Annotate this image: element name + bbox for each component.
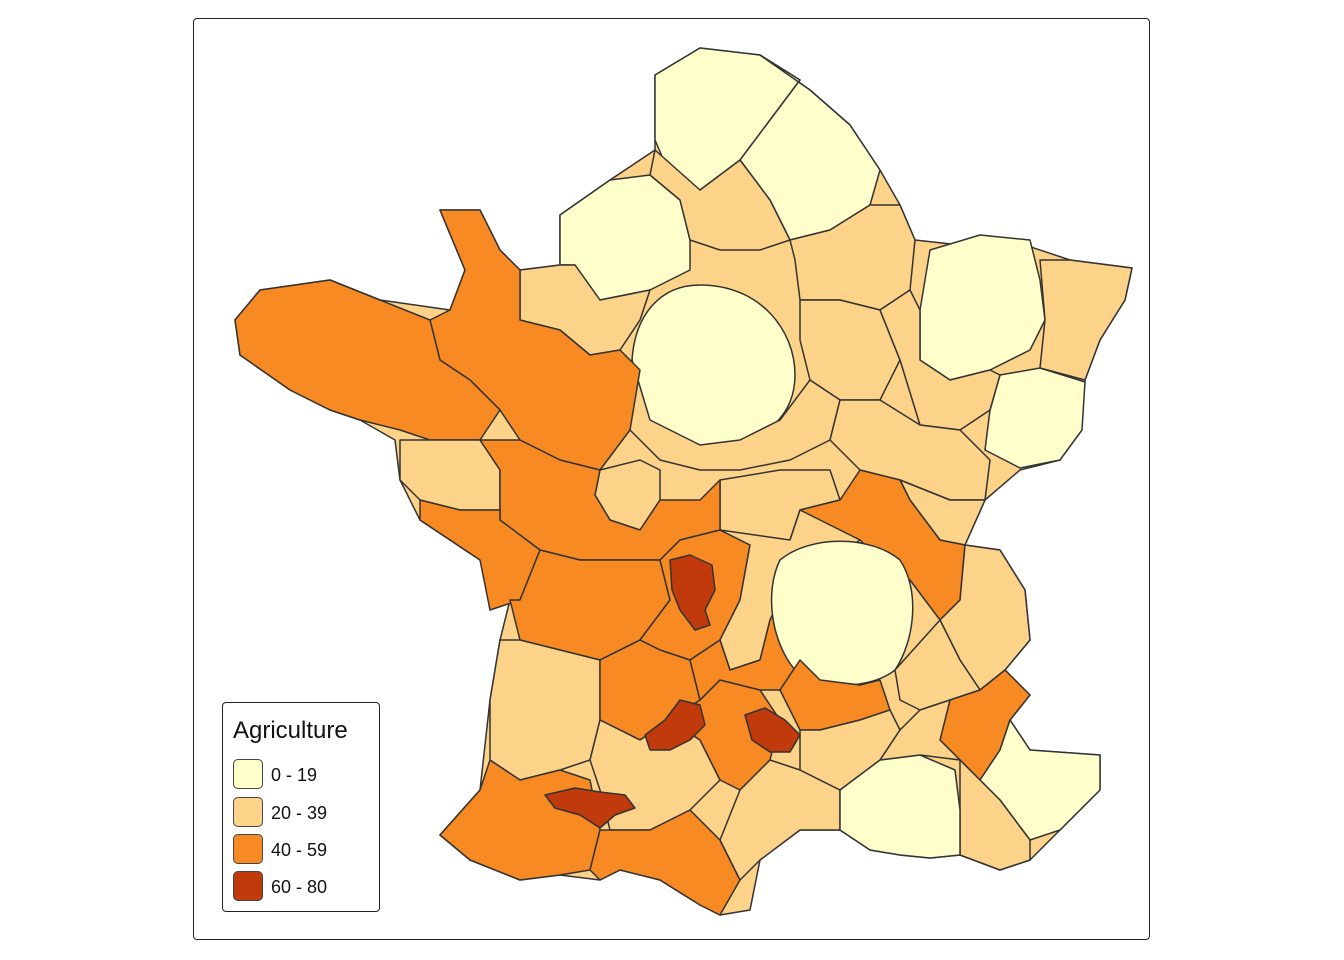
map-region-creuse bbox=[669, 554, 716, 631]
legend-swatch bbox=[233, 759, 263, 789]
legend-swatch bbox=[233, 834, 263, 864]
legend-title: Agriculture bbox=[233, 717, 348, 744]
map-region-aveyron bbox=[644, 699, 706, 751]
legend-swatch bbox=[233, 871, 263, 901]
map-region-lozere bbox=[744, 707, 801, 753]
map-region-picardie bbox=[649, 149, 791, 251]
map-legend: Agriculture 0 - 19 20 - 39 40 - 59 60 - … bbox=[222, 702, 380, 912]
map-region-hautes-pyrenees bbox=[544, 787, 636, 829]
map-region-landes bbox=[489, 639, 601, 781]
map-region-lorraine bbox=[879, 289, 1001, 431]
map-region-northeast-2 bbox=[984, 367, 1086, 469]
legend-item-20-39: 20 - 39 bbox=[233, 797, 373, 831]
map-region-pyrenees-central bbox=[589, 809, 741, 916]
legend-item-40-59: 40 - 59 bbox=[233, 834, 373, 868]
legend-label: 0 - 19 bbox=[271, 765, 318, 785]
map-region-brittany bbox=[234, 279, 501, 441]
legend-swatch bbox=[233, 797, 263, 827]
map-region-alsace bbox=[1039, 259, 1133, 381]
legend-label: 60 - 80 bbox=[271, 877, 328, 897]
legend-label: 40 - 59 bbox=[271, 840, 328, 860]
legend-label: 20 - 39 bbox=[271, 803, 328, 823]
map-region-alpes-maritimes bbox=[979, 719, 1101, 841]
map-region-herault bbox=[719, 759, 841, 881]
map-region-vaucluse bbox=[879, 699, 961, 761]
map-region-lyon bbox=[770, 540, 914, 686]
legend-item-0-19: 0 - 19 bbox=[233, 759, 373, 793]
legend-item-60-80: 60 - 80 bbox=[233, 871, 373, 905]
